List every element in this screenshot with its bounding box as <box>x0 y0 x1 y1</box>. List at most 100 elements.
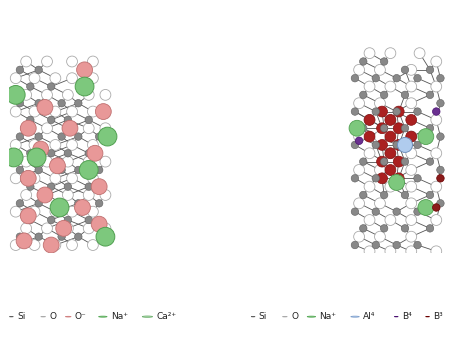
Circle shape <box>67 106 77 117</box>
Circle shape <box>356 137 363 144</box>
Circle shape <box>431 56 442 67</box>
Circle shape <box>426 191 434 199</box>
Circle shape <box>354 131 365 142</box>
Circle shape <box>50 106 61 117</box>
Circle shape <box>377 123 387 134</box>
Circle shape <box>6 86 25 104</box>
Circle shape <box>406 246 417 257</box>
Circle shape <box>10 173 21 184</box>
Circle shape <box>393 173 404 184</box>
Circle shape <box>385 81 396 92</box>
Circle shape <box>380 225 388 232</box>
Circle shape <box>414 108 421 115</box>
Circle shape <box>21 156 32 167</box>
Circle shape <box>4 148 23 167</box>
Circle shape <box>63 123 73 134</box>
Circle shape <box>374 164 385 175</box>
Circle shape <box>385 164 396 175</box>
Circle shape <box>27 116 34 124</box>
Circle shape <box>35 133 43 140</box>
Circle shape <box>354 64 365 75</box>
Circle shape <box>88 173 98 184</box>
Circle shape <box>64 216 72 224</box>
Circle shape <box>351 75 359 82</box>
Circle shape <box>21 190 32 201</box>
Circle shape <box>401 66 409 73</box>
Circle shape <box>364 114 375 125</box>
Circle shape <box>385 114 396 125</box>
Circle shape <box>85 116 92 124</box>
Circle shape <box>437 99 444 107</box>
Circle shape <box>85 149 92 157</box>
Circle shape <box>385 181 396 192</box>
Circle shape <box>20 120 36 136</box>
Circle shape <box>88 206 98 217</box>
Text: Al⁴: Al⁴ <box>363 312 375 321</box>
Circle shape <box>95 200 103 207</box>
Circle shape <box>307 316 316 317</box>
Circle shape <box>354 198 365 209</box>
Circle shape <box>21 56 32 67</box>
Circle shape <box>401 158 409 165</box>
Circle shape <box>359 125 367 132</box>
Circle shape <box>88 106 98 117</box>
Circle shape <box>95 133 103 140</box>
Circle shape <box>58 133 65 140</box>
Circle shape <box>431 181 442 192</box>
Circle shape <box>29 173 40 184</box>
Circle shape <box>426 316 429 317</box>
Circle shape <box>35 66 43 73</box>
Circle shape <box>35 200 43 207</box>
Circle shape <box>85 216 92 224</box>
Circle shape <box>74 166 82 174</box>
Circle shape <box>372 75 380 82</box>
Circle shape <box>100 156 111 167</box>
Circle shape <box>87 145 103 161</box>
Circle shape <box>372 241 380 249</box>
Circle shape <box>406 198 417 209</box>
Circle shape <box>377 106 387 117</box>
Circle shape <box>374 131 385 142</box>
Circle shape <box>27 148 46 167</box>
Circle shape <box>359 158 367 165</box>
Text: O: O <box>49 312 56 321</box>
Circle shape <box>354 98 365 109</box>
Circle shape <box>426 225 434 232</box>
Circle shape <box>406 131 417 142</box>
Circle shape <box>377 173 387 184</box>
Circle shape <box>88 73 98 84</box>
Circle shape <box>29 140 40 151</box>
Circle shape <box>64 149 72 157</box>
Circle shape <box>27 216 34 224</box>
Circle shape <box>414 48 425 59</box>
Circle shape <box>364 48 375 59</box>
Circle shape <box>426 158 434 165</box>
Circle shape <box>29 73 40 84</box>
Circle shape <box>393 175 401 182</box>
Circle shape <box>431 114 442 125</box>
Circle shape <box>33 141 49 157</box>
Circle shape <box>364 131 375 142</box>
Circle shape <box>47 149 55 157</box>
Circle shape <box>43 237 59 253</box>
Circle shape <box>21 89 32 100</box>
Circle shape <box>354 231 365 242</box>
Circle shape <box>351 175 359 182</box>
Circle shape <box>359 91 367 99</box>
Circle shape <box>42 223 53 234</box>
Text: Na⁺: Na⁺ <box>111 312 128 321</box>
Circle shape <box>364 148 375 159</box>
Circle shape <box>406 164 417 175</box>
Circle shape <box>372 208 380 215</box>
Circle shape <box>47 83 55 90</box>
Circle shape <box>389 175 405 190</box>
Circle shape <box>385 148 396 159</box>
Circle shape <box>359 191 367 199</box>
Circle shape <box>88 240 98 251</box>
Circle shape <box>393 75 401 82</box>
Circle shape <box>406 114 417 125</box>
Circle shape <box>47 116 55 124</box>
Circle shape <box>16 233 24 240</box>
Circle shape <box>42 156 53 167</box>
Circle shape <box>74 200 82 207</box>
